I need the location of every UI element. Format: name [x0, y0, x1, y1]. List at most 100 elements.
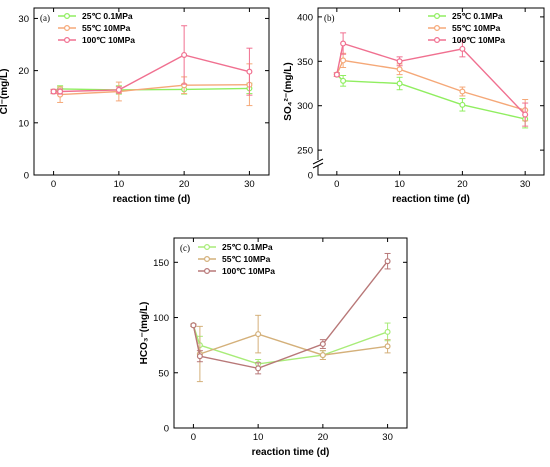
legend-swatch-marker — [434, 36, 441, 43]
x-tick-label: 30 — [520, 179, 531, 190]
legend-entry: 55℃ 10MPa — [452, 23, 501, 33]
y-tick-label: 50 — [158, 368, 169, 379]
data-point — [190, 322, 197, 329]
y-tick-label: 20 — [18, 66, 29, 77]
x-tick-label: 30 — [244, 179, 255, 190]
x-axis-label: reaction time (d) — [392, 194, 470, 205]
legend-swatch-marker — [434, 13, 441, 20]
axis-break-gap — [313, 160, 323, 166]
data-point — [384, 258, 391, 265]
series-2 — [50, 63, 253, 107]
legend-swatch-marker — [204, 244, 211, 251]
legend-entry: 55℃ 10MPa — [82, 23, 131, 33]
x-tick-label: 30 — [382, 432, 393, 443]
x-axis-label: reaction time (d) — [252, 447, 330, 458]
plot-frame — [173, 237, 408, 429]
y-tick-label: 350 — [297, 57, 313, 68]
y-tick-label: 0 — [24, 171, 29, 182]
data-point — [396, 58, 403, 65]
chart-panel-3: 0 10 20 30 0 50 100 150 reaction time (d) HCO₃⁻(m… — [139, 237, 408, 458]
legend-entry: 100℃ 10MPa — [222, 266, 275, 276]
data-point — [522, 111, 529, 118]
legend-entry: 100℃ 10MPa — [82, 35, 135, 45]
y-tick-label: 30 — [18, 14, 29, 25]
panel-label: (a) — [40, 13, 50, 23]
y-tick-label: 10 — [18, 118, 29, 129]
x-tick-label: 10 — [394, 179, 405, 190]
data-point — [459, 88, 466, 95]
plot-frame — [33, 7, 270, 176]
data-point — [115, 86, 122, 93]
series-3 — [190, 252, 391, 375]
legend-swatch-marker — [63, 13, 70, 20]
x-tick-label: 0 — [334, 179, 339, 190]
x-tick-label: 0 — [191, 432, 196, 443]
data-point — [384, 343, 391, 350]
series-line — [336, 74, 526, 120]
data-point — [396, 66, 403, 73]
data-point — [459, 101, 466, 108]
series-2 — [190, 314, 391, 383]
y-tick-label: 0 — [308, 171, 313, 182]
data-point — [340, 40, 347, 47]
x-tick-label: 20 — [318, 432, 329, 443]
data-point — [255, 365, 262, 372]
data-point — [384, 328, 391, 335]
legend-swatch-marker — [204, 256, 211, 263]
y-axis-label: SO₄²⁻(mg/L) — [283, 62, 294, 120]
data-point — [459, 45, 466, 52]
y-tick-label: 400 — [297, 12, 313, 23]
plot-frame — [317, 7, 545, 176]
y-axis-label: HCO₃⁻(mg/L) — [139, 302, 150, 365]
series-line — [336, 42, 526, 116]
data-point — [57, 88, 64, 95]
series-1 — [333, 71, 529, 129]
legend-swatch-marker — [204, 268, 211, 275]
data-point — [340, 57, 347, 64]
data-point — [255, 331, 262, 338]
x-tick-label: 0 — [51, 179, 56, 190]
y-tick-label: 100 — [153, 313, 169, 324]
series-line — [192, 325, 388, 356]
series-1 — [190, 322, 391, 369]
y-axis-label: Cl⁻(mg/L) — [0, 69, 10, 115]
chart-panel-1: 0 10 20 30 0 10 20 30 reaction time (d) Cl⁻(mg/L)… — [0, 7, 270, 205]
data-point — [333, 71, 340, 78]
data-point — [340, 77, 347, 84]
x-tick-label: 20 — [457, 179, 468, 190]
series-3 — [333, 32, 529, 127]
data-point — [319, 341, 326, 348]
legend-entry: 100℃ 10MPa — [452, 35, 505, 45]
panel-label: (c) — [180, 243, 190, 253]
data-point — [246, 68, 253, 75]
legend: 25℃ 0.1MPa 55℃ 10MPa 100℃ 10MPa — [428, 11, 505, 45]
y-tick-label: 0 — [164, 424, 169, 435]
data-point — [319, 352, 326, 359]
legend: 25℃ 0.1MPa 55℃ 10MPa 100℃ 10MPa — [58, 11, 135, 45]
legend-swatch-marker — [63, 25, 70, 32]
axis-break-mark — [312, 162, 324, 169]
series-line — [53, 54, 250, 93]
legend-entry: 25℃ 0.1MPa — [82, 11, 133, 21]
legend-swatch-marker — [63, 36, 70, 43]
x-tick-label: 10 — [253, 432, 264, 443]
data-point — [396, 80, 403, 87]
x-tick-label: 10 — [114, 179, 125, 190]
axis-break-mark — [312, 158, 324, 165]
x-tick-label: 20 — [179, 179, 190, 190]
panel-label: (b) — [324, 13, 335, 23]
y-tick-label: 300 — [297, 101, 313, 112]
legend-entry: 25℃ 0.1MPa — [222, 242, 273, 252]
data-point — [181, 51, 188, 58]
legend: 25℃ 0.1MPa 55℃ 10MPa 100℃ 10MPa — [198, 242, 275, 276]
data-point — [196, 353, 203, 360]
legend-swatch-marker — [434, 25, 441, 32]
data-point — [50, 88, 57, 95]
series-3 — [50, 25, 253, 96]
x-axis-label: reaction time (d) — [113, 194, 191, 205]
y-tick-label: 150 — [153, 258, 169, 269]
legend-entry: 25℃ 0.1MPa — [452, 11, 503, 21]
